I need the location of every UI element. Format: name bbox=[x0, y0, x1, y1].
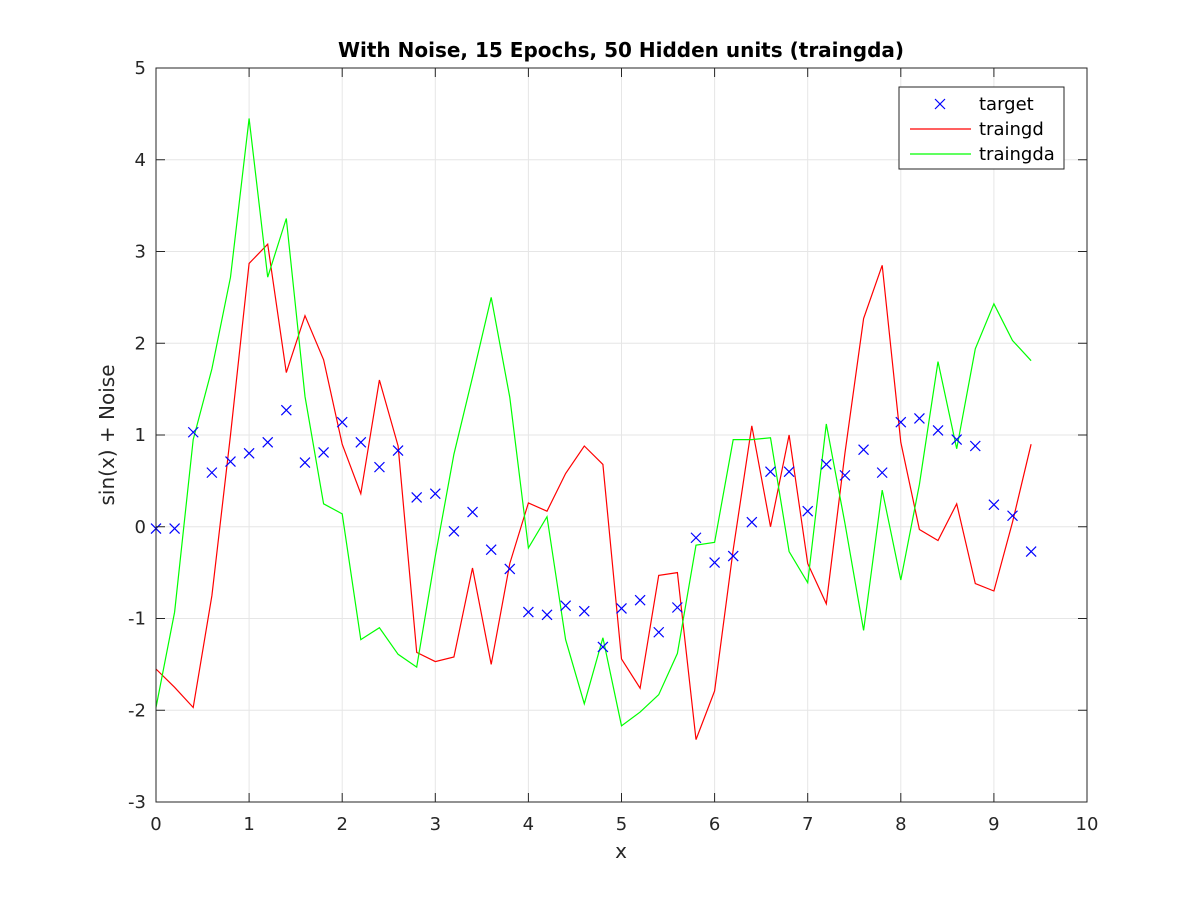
data-point-target bbox=[448, 525, 460, 537]
y-tick-label: 0 bbox=[135, 517, 146, 538]
x-tick-label: 5 bbox=[616, 814, 627, 835]
x-tick-label: 0 bbox=[150, 814, 161, 835]
x-axis-label: x bbox=[615, 839, 627, 863]
data-point-target bbox=[1025, 546, 1037, 557]
data-point-target bbox=[318, 447, 330, 458]
data-point-target bbox=[187, 426, 199, 438]
series-line-traingda bbox=[155, 118, 1032, 727]
data-point-target bbox=[951, 434, 963, 446]
data-point-target bbox=[690, 532, 702, 544]
data-point-target bbox=[355, 436, 367, 448]
data-point-target bbox=[820, 458, 832, 470]
data-point-target bbox=[429, 488, 441, 500]
data-point-target bbox=[913, 413, 925, 424]
data-point-target bbox=[709, 557, 721, 568]
data-point-target bbox=[876, 467, 888, 479]
legend-label-target: target bbox=[979, 94, 1034, 115]
data-point-target bbox=[727, 550, 739, 562]
tick-labels: 0 1 2 3 4 5 6 7 8 9 10 -3 -2 -1 0 1 2 3 4 5 bbox=[128, 58, 1098, 835]
y-tick-label: 4 bbox=[135, 150, 146, 171]
data-point-target bbox=[839, 469, 851, 481]
data-point-target bbox=[671, 602, 683, 613]
data-point-target bbox=[634, 594, 646, 606]
y-tick-label: 2 bbox=[135, 333, 146, 354]
data-point-target bbox=[578, 605, 590, 617]
data-point-target bbox=[783, 466, 795, 478]
data-point-target bbox=[504, 563, 516, 575]
data-point-target bbox=[485, 544, 497, 556]
data-point-target bbox=[299, 457, 311, 468]
data-point-target bbox=[374, 461, 385, 473]
y-axis-label: sin(x) + Noise bbox=[95, 364, 119, 505]
x-tick-label: 9 bbox=[988, 814, 999, 835]
y-tick-label: -3 bbox=[128, 792, 146, 813]
legend-item-traingd: traingd bbox=[910, 119, 1044, 140]
data-point-target bbox=[858, 444, 869, 456]
legend-box bbox=[898, 86, 1065, 170]
series-line-traingd bbox=[155, 242, 1032, 740]
data-point-target bbox=[653, 626, 665, 638]
data-point-target bbox=[988, 499, 1000, 511]
data-point-target bbox=[746, 516, 758, 528]
data-point-target bbox=[932, 424, 944, 436]
data-point-target bbox=[467, 506, 478, 518]
y-tick-label: 5 bbox=[135, 58, 146, 79]
ticks bbox=[155, 67, 1088, 803]
x-tick-label: 8 bbox=[895, 814, 906, 835]
data-point-target bbox=[616, 602, 627, 614]
x-tick-label: 2 bbox=[336, 814, 347, 835]
data-point-target bbox=[541, 609, 553, 621]
data-point-target bbox=[243, 447, 255, 459]
x-tick-label: 3 bbox=[430, 814, 441, 835]
legend-item-target: target bbox=[934, 94, 1034, 115]
data-point-target bbox=[280, 404, 292, 416]
data-point-target bbox=[392, 445, 404, 457]
data-point-target bbox=[336, 416, 348, 428]
data-point-target bbox=[262, 436, 274, 448]
legend: target traingd traingda bbox=[898, 86, 1065, 170]
x-tick-label: 7 bbox=[802, 814, 813, 835]
legend-swatch-target bbox=[934, 98, 946, 110]
x-tick-label: 6 bbox=[709, 814, 720, 835]
legend-item-traingda: traingda bbox=[910, 144, 1055, 165]
data-point-target bbox=[169, 523, 181, 535]
y-tick-label: 1 bbox=[135, 425, 146, 446]
legend-label-traingd: traingd bbox=[979, 119, 1044, 140]
y-tick-label: -2 bbox=[128, 700, 146, 721]
data-point-target bbox=[411, 491, 423, 503]
series-layer bbox=[150, 118, 1037, 740]
data-point-target bbox=[560, 600, 572, 612]
x-tick-label: 4 bbox=[523, 814, 534, 835]
series-markers-target bbox=[150, 404, 1037, 653]
data-point-target bbox=[969, 440, 981, 452]
x-tick-label: 10 bbox=[1076, 814, 1099, 835]
data-point-target bbox=[895, 416, 907, 428]
data-point-target bbox=[597, 641, 609, 653]
y-tick-label: -1 bbox=[128, 609, 146, 630]
data-point-target bbox=[206, 467, 218, 479]
data-point-target bbox=[522, 606, 534, 618]
legend-label-traingda: traingda bbox=[979, 144, 1055, 165]
chart-title: With Noise, 15 Epochs, 50 Hidden units (… bbox=[338, 38, 904, 62]
data-point-target bbox=[802, 505, 814, 517]
y-tick-label: 3 bbox=[135, 242, 146, 263]
x-tick-label: 1 bbox=[243, 814, 254, 835]
data-point-target bbox=[765, 466, 776, 478]
data-point-target bbox=[1007, 510, 1018, 522]
data-point-target bbox=[225, 456, 236, 468]
